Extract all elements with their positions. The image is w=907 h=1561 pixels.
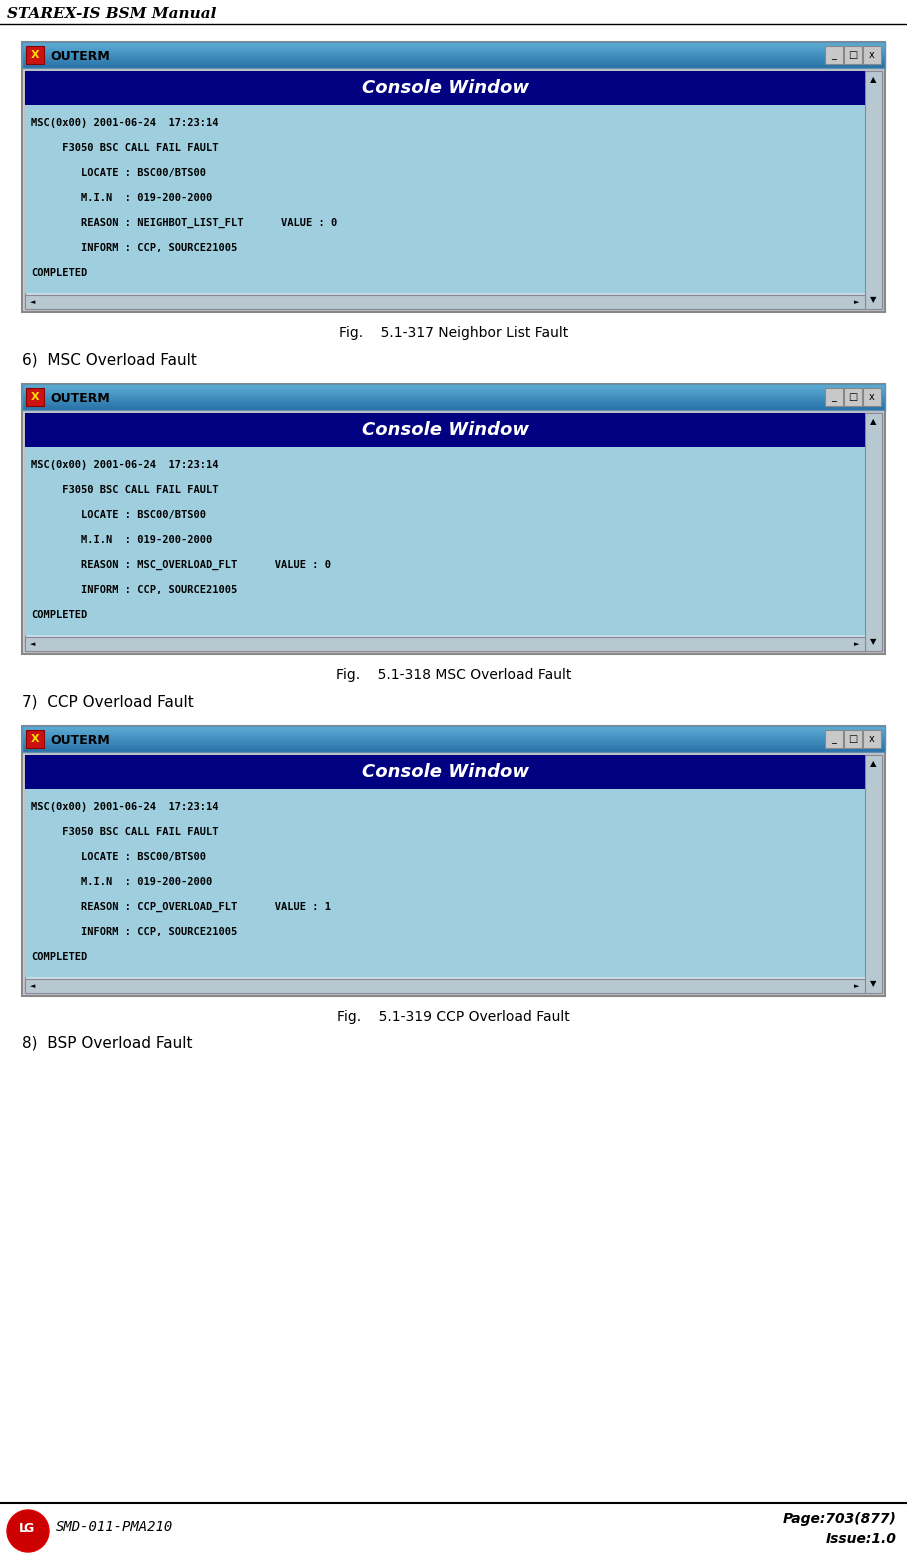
Text: COMPLETED: COMPLETED [31, 610, 87, 620]
Text: ▲: ▲ [870, 760, 877, 768]
Circle shape [7, 1509, 49, 1552]
Text: x: x [869, 734, 875, 745]
Text: INFORM : CCP, SOURCE21005: INFORM : CCP, SOURCE21005 [31, 244, 238, 253]
Bar [25, 637, 865, 651]
Text: Console Window: Console Window [362, 421, 529, 439]
Text: COMPLETED: COMPLETED [31, 268, 87, 278]
Text: OUTERM: OUTERM [50, 734, 110, 746]
Bar [22, 384, 885, 654]
Bar [865, 414, 882, 651]
Bar [25, 446, 865, 635]
Text: INFORM : CCP, SOURCE21005: INFORM : CCP, SOURCE21005 [31, 585, 238, 595]
Circle shape [9, 1513, 47, 1550]
Text: _: _ [832, 392, 836, 403]
Text: ▲: ▲ [870, 75, 877, 84]
Text: ▲: ▲ [870, 417, 877, 426]
Bar [825, 731, 843, 748]
Bar [25, 788, 865, 977]
Text: □: □ [848, 392, 858, 403]
Bar [863, 45, 881, 64]
Text: OUTERM: OUTERM [50, 392, 110, 404]
Text: M.I.N  : 019-200-2000: M.I.N : 019-200-2000 [31, 192, 212, 203]
Text: STAREX-IS BSM Manual: STAREX-IS BSM Manual [7, 6, 217, 20]
Bar [25, 756, 865, 788]
Text: SMD-011-PMA210: SMD-011-PMA210 [56, 1520, 173, 1534]
Bar [844, 45, 862, 64]
Bar [25, 979, 865, 993]
Bar [22, 42, 885, 69]
Bar [22, 726, 885, 752]
Text: X: X [31, 50, 39, 59]
Text: Console Window: Console Window [362, 763, 529, 780]
Text: □: □ [848, 50, 858, 59]
Text: G: G [23, 1522, 34, 1536]
Text: MSC(0x00) 2001-06-24  17:23:14: MSC(0x00) 2001-06-24 17:23:14 [31, 459, 219, 470]
Text: M.I.N  : 019-200-2000: M.I.N : 019-200-2000 [31, 877, 212, 887]
Text: Console Window: Console Window [362, 80, 529, 97]
Text: L: L [19, 1522, 27, 1536]
Text: □: □ [848, 734, 858, 745]
Bar [825, 45, 843, 64]
Text: ◄: ◄ [30, 983, 35, 990]
Text: 6)  MSC Overload Fault: 6) MSC Overload Fault [22, 351, 197, 367]
Text: X: X [31, 734, 39, 745]
Bar [26, 45, 44, 64]
Text: Fig.    5.1-318 MSC Overload Fault: Fig. 5.1-318 MSC Overload Fault [336, 668, 571, 682]
Text: ▼: ▼ [870, 295, 877, 304]
Bar [22, 42, 885, 312]
Text: ▼: ▼ [870, 637, 877, 646]
Text: 7)  CCP Overload Fault: 7) CCP Overload Fault [22, 695, 194, 709]
Bar [825, 389, 843, 406]
Text: F3050 BSC CALL FAIL FAULT: F3050 BSC CALL FAIL FAULT [31, 142, 219, 153]
Text: MSC(0x00) 2001-06-24  17:23:14: MSC(0x00) 2001-06-24 17:23:14 [31, 801, 219, 812]
Bar [26, 731, 44, 748]
Text: Fig.    5.1-319 CCP Overload Fault: Fig. 5.1-319 CCP Overload Fault [337, 1010, 570, 1024]
Text: F3050 BSC CALL FAIL FAULT: F3050 BSC CALL FAIL FAULT [31, 484, 219, 495]
Text: LOCATE : BSC00/BTS00: LOCATE : BSC00/BTS00 [31, 167, 206, 178]
Text: F3050 BSC CALL FAIL FAULT: F3050 BSC CALL FAIL FAULT [31, 827, 219, 837]
Text: REASON : CCP_OVERLOAD_FLT      VALUE : 1: REASON : CCP_OVERLOAD_FLT VALUE : 1 [31, 902, 331, 912]
Text: MSC(0x00) 2001-06-24  17:23:14: MSC(0x00) 2001-06-24 17:23:14 [31, 117, 219, 128]
Bar [844, 389, 862, 406]
Bar [863, 731, 881, 748]
Text: _: _ [832, 734, 836, 745]
Text: ►: ► [854, 642, 860, 646]
Text: REASON : MSC_OVERLOAD_FLT      VALUE : 0: REASON : MSC_OVERLOAD_FLT VALUE : 0 [31, 560, 331, 570]
Bar [22, 384, 885, 411]
Text: Fig.    5.1-317 Neighbor List Fault: Fig. 5.1-317 Neighbor List Fault [339, 326, 568, 340]
Bar [863, 389, 881, 406]
Text: COMPLETED: COMPLETED [31, 952, 87, 962]
Text: INFORM : CCP, SOURCE21005: INFORM : CCP, SOURCE21005 [31, 927, 238, 937]
Bar [25, 70, 882, 309]
Text: _: _ [832, 50, 836, 59]
Bar [25, 414, 882, 651]
Bar [25, 70, 865, 105]
Text: ►: ► [854, 983, 860, 990]
Text: LOCATE : BSC00/BTS00: LOCATE : BSC00/BTS00 [31, 852, 206, 862]
Bar [22, 726, 885, 996]
Bar [25, 295, 865, 309]
Bar [26, 389, 44, 406]
Text: OUTERM: OUTERM [50, 50, 110, 62]
Text: LOCATE : BSC00/BTS00: LOCATE : BSC00/BTS00 [31, 510, 206, 520]
Bar [25, 414, 865, 446]
Bar [865, 756, 882, 993]
Text: ▼: ▼ [870, 979, 877, 988]
Bar [865, 70, 882, 309]
Text: Page:703(877): Page:703(877) [783, 1513, 897, 1527]
Bar [25, 756, 882, 993]
Text: Issue:1.0: Issue:1.0 [826, 1531, 897, 1545]
Text: ►: ► [854, 300, 860, 304]
Text: x: x [869, 392, 875, 403]
Text: REASON : NEIGHBOT_LIST_FLT      VALUE : 0: REASON : NEIGHBOT_LIST_FLT VALUE : 0 [31, 217, 337, 228]
Text: X: X [31, 392, 39, 403]
Bar [25, 105, 865, 293]
Text: 8)  BSP Overload Fault: 8) BSP Overload Fault [22, 1037, 192, 1051]
Bar [844, 731, 862, 748]
Text: M.I.N  : 019-200-2000: M.I.N : 019-200-2000 [31, 535, 212, 545]
Text: ◄: ◄ [30, 642, 35, 646]
Text: ◄: ◄ [30, 300, 35, 304]
Text: x: x [869, 50, 875, 59]
